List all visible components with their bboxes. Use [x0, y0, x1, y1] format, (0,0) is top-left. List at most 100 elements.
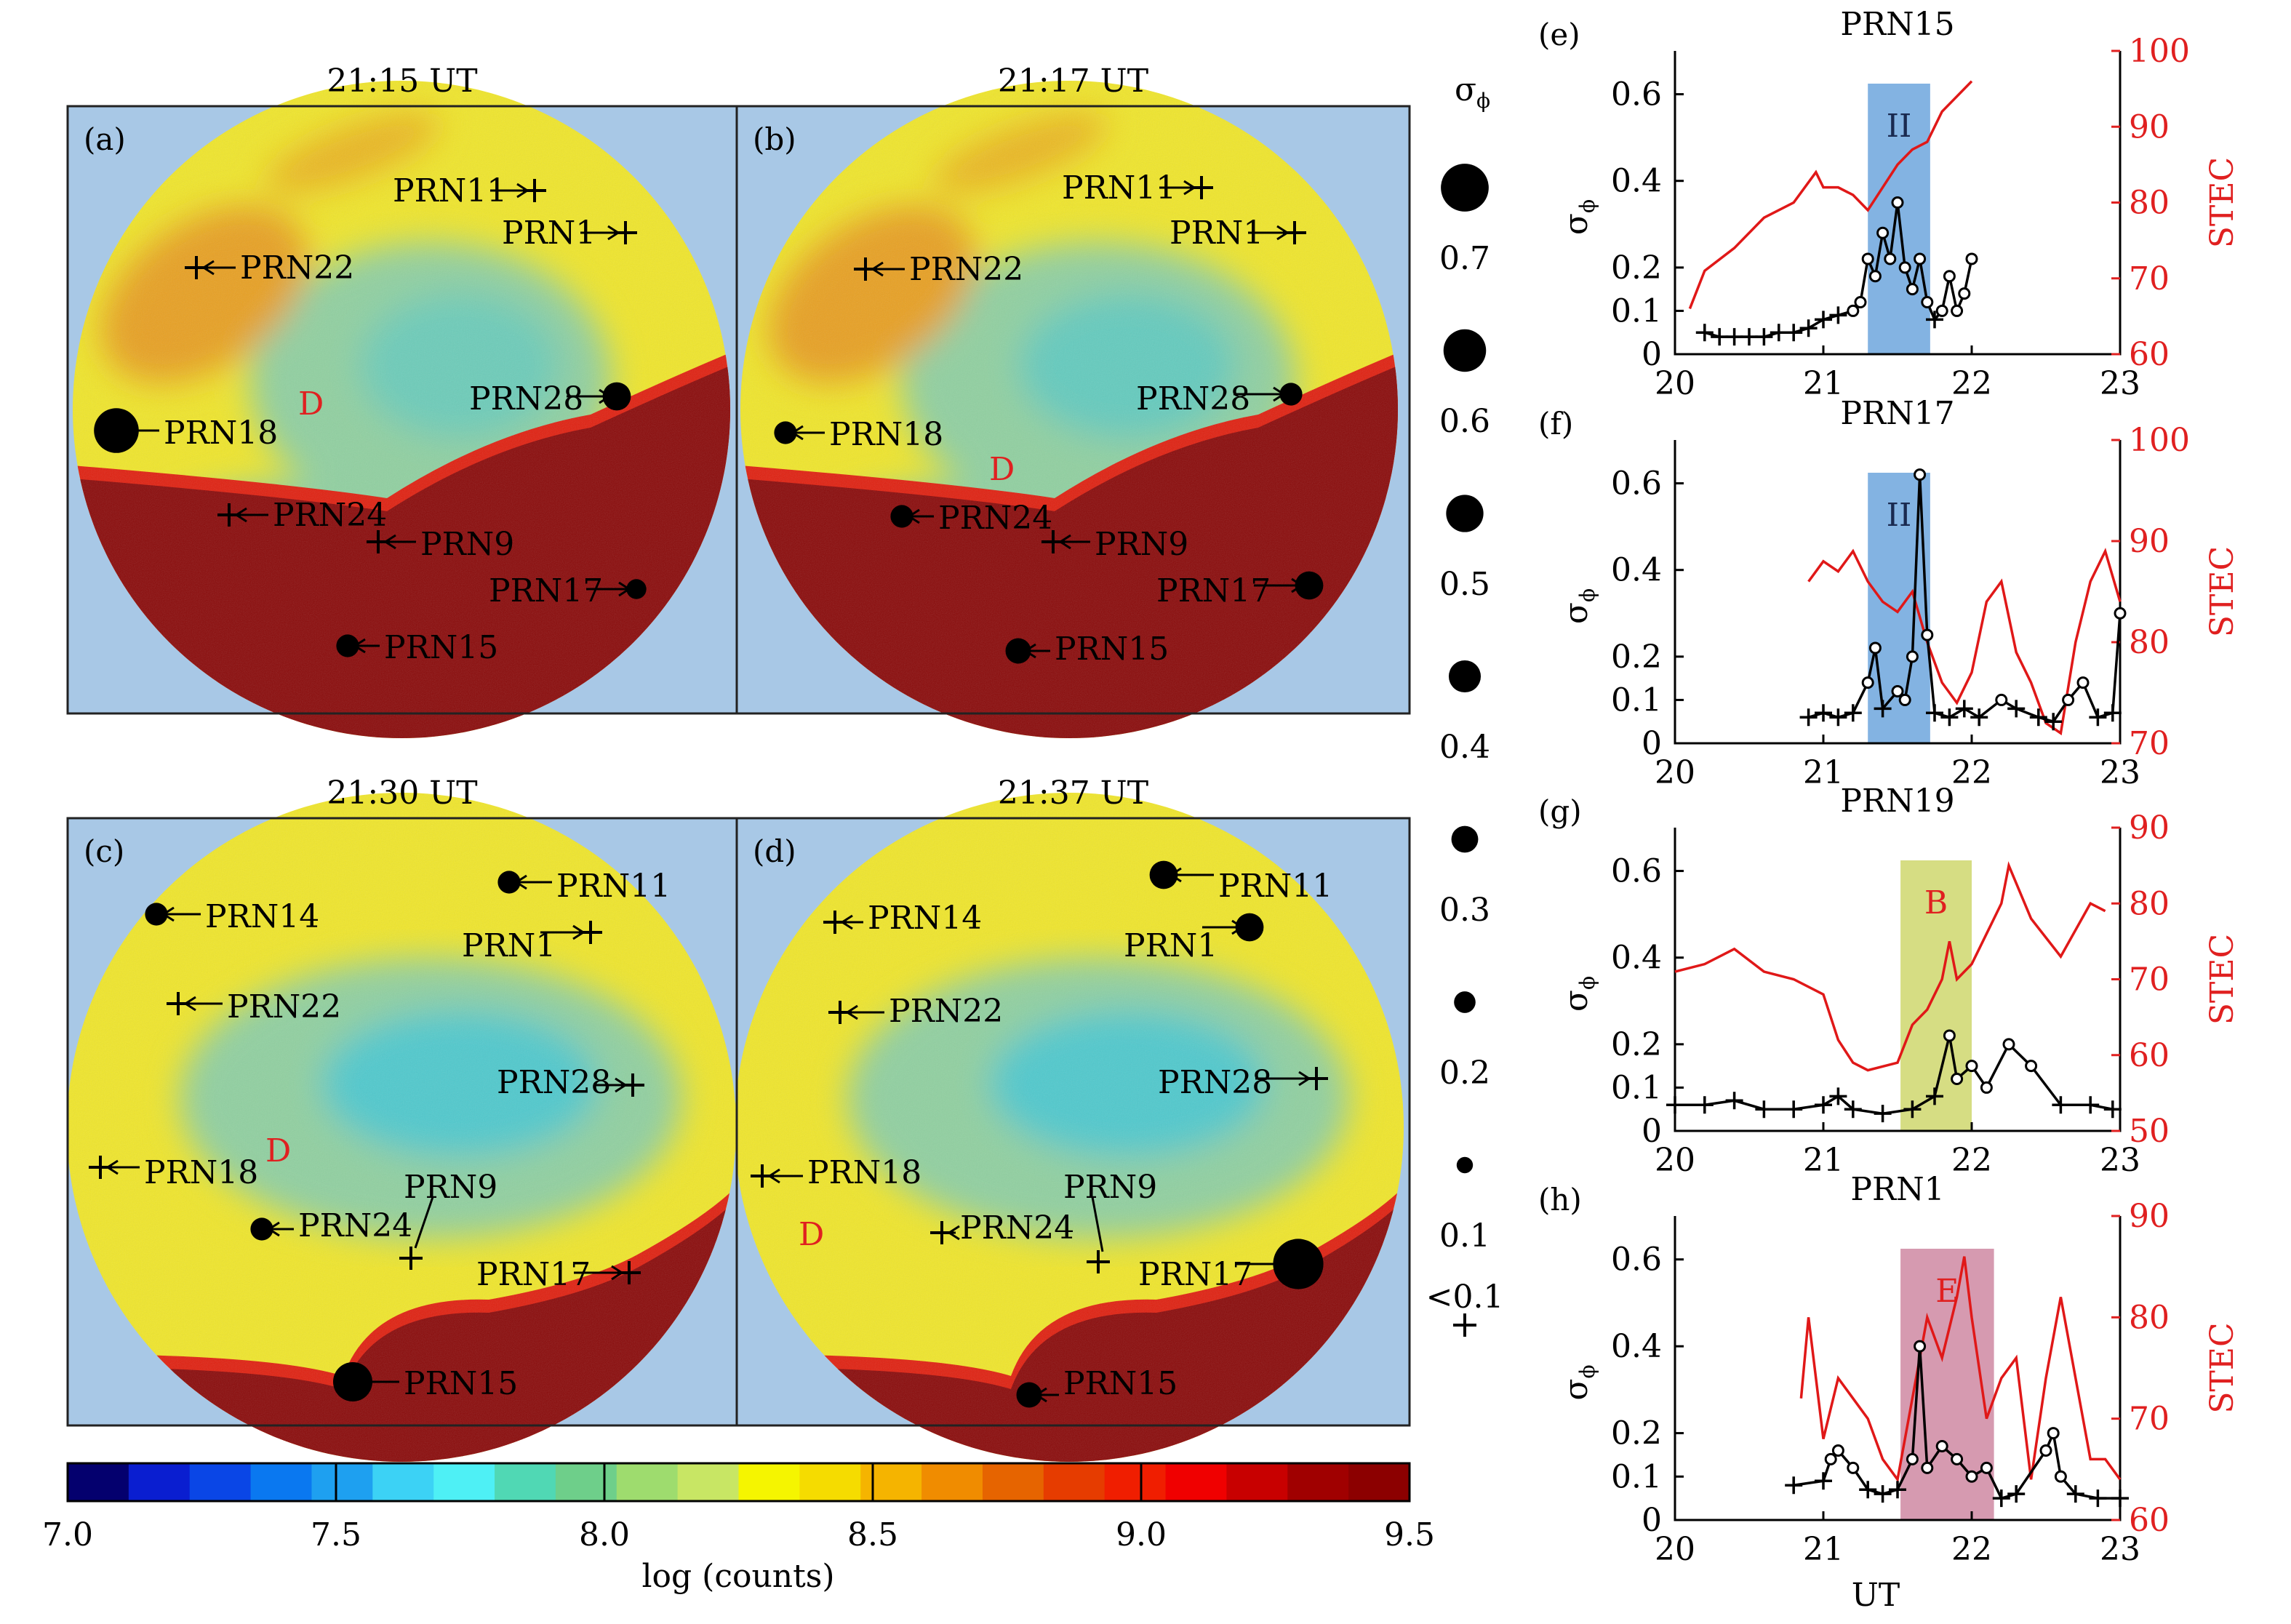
chart-title: PRN19 — [1840, 783, 1954, 820]
arrow-head — [268, 1221, 280, 1237]
arrow-head — [1276, 225, 1288, 241]
y-tick-label: 0 — [1642, 336, 1662, 373]
satellite-marker-prn22: PRN22 — [185, 249, 354, 287]
y2-axis-label: STEC — [2204, 934, 2241, 1025]
x-tick-label: 22 — [1951, 1531, 1992, 1568]
y2-tick-label: 100 — [2129, 422, 2190, 459]
sigma-point — [1876, 226, 1890, 239]
y-axis-label-sub: ϕ — [1575, 1364, 1599, 1378]
arrow-head — [236, 507, 247, 523]
satellite-label: PRN18 — [807, 1154, 921, 1191]
sigma-point — [2025, 1060, 2038, 1073]
pointer-arrow — [1091, 1196, 1104, 1252]
sigma-dot-marker — [1273, 1239, 1324, 1289]
sigma-point — [1874, 1485, 1892, 1503]
sigma-point — [2047, 1427, 2060, 1440]
satellite-marker-prn11: PRN11 — [497, 868, 671, 905]
x-tick-label: 22 — [1951, 1142, 1992, 1179]
allsky-map-d: 21:37 UT (d) D PRN11 PRN14 PRN1 PRN22 PRN28 PRN1… — [735, 775, 1411, 1462]
sigma-point — [2029, 708, 2047, 727]
axes-frame — [1674, 440, 2122, 745]
sigma-dot-marker — [1149, 860, 1178, 889]
sigma-point — [1770, 324, 1788, 342]
y-tick-label: 0.2 — [1611, 249, 1662, 287]
satellite-label: PRN18 — [829, 416, 943, 453]
arrow-head — [185, 996, 196, 1012]
satellite-marker-prn1: PRN1 — [1124, 913, 1264, 964]
satellite-marker-prn14: PRN14 — [823, 900, 982, 937]
sigma-point — [2082, 1096, 2100, 1114]
satellite-label: PRN9 — [1063, 1169, 1157, 1206]
sigma-point — [1740, 328, 1758, 346]
satellite-label: PRN17 — [1156, 572, 1271, 609]
colorbar-tick-label: 8.5 — [847, 1516, 898, 1553]
arrow-head — [1280, 1256, 1292, 1272]
satellite-label: PRN17 — [476, 1256, 591, 1293]
arrow-head — [203, 260, 215, 276]
arrow-head — [607, 225, 619, 241]
x-tick-label: 23 — [2100, 1531, 2140, 1568]
x-tick-label: 23 — [2100, 365, 2140, 402]
arrow-head — [948, 1225, 960, 1241]
y-tick-label: 0.6 — [1611, 465, 1662, 503]
sigma-point — [1884, 252, 1897, 265]
colorbar-cell — [495, 1463, 556, 1501]
y-tick-label: 0.6 — [1611, 853, 1662, 890]
sigma-point — [1980, 1081, 1993, 1094]
colorbar-cell — [1043, 1463, 1105, 1501]
satellite-marker-prn9: PRN9 — [399, 1169, 497, 1270]
x-tick-label: 23 — [2100, 754, 2140, 791]
legend-label: <0.1 — [1426, 1279, 1504, 1316]
sigma-point — [1965, 252, 1978, 265]
sigma-point — [1854, 296, 1867, 309]
colorbar-cell — [860, 1463, 923, 1501]
y-tick-label: 0.4 — [1611, 940, 1662, 977]
chart-panel-label: (g) — [1538, 793, 1582, 829]
colorbar-cell — [1226, 1463, 1289, 1501]
stec-line — [1688, 80, 1973, 310]
colorbar-frame — [66, 1462, 1411, 1503]
sigma-dot-marker — [94, 408, 139, 453]
region-label-d: D — [989, 451, 1015, 488]
satellite-marker-prn17: PRN17 — [476, 1256, 641, 1293]
colorbar-tick-label: 7.5 — [311, 1516, 361, 1553]
y-axis-label: σϕ — [1558, 1364, 1599, 1400]
sigma-point — [1958, 287, 1971, 300]
satellite-label: PRN14 — [868, 900, 982, 937]
x-tick-label: 21 — [1803, 365, 1844, 402]
map-frame — [735, 105, 1411, 715]
arrow-head — [908, 508, 920, 524]
satellite-marker-prn9: PRN9 — [1063, 1169, 1157, 1273]
arrow-head — [618, 581, 630, 597]
colorbar-cell — [799, 1463, 862, 1501]
arrow-head — [1273, 386, 1284, 402]
colorbar-tick-label: 8.0 — [579, 1516, 630, 1553]
satellite-label: PRN14 — [205, 898, 319, 935]
y-tick-label: 0.6 — [1611, 1241, 1662, 1279]
y-tick-label: 0.4 — [1611, 1328, 1662, 1365]
satellite-marker-prn15: PRN15 — [1016, 1365, 1178, 1408]
sigma-point — [2044, 713, 2063, 731]
timeseries-panel-h: E20 21 22 23UT00.10.20.40.6σϕ60708090STECPR… — [1538, 1171, 2241, 1614]
arrow-head — [769, 1168, 780, 1184]
colorbar-tick-label: 9.0 — [1116, 1516, 1167, 1553]
sigma-point — [1940, 708, 1959, 727]
stec-line — [1674, 861, 2106, 1072]
sigma-point — [1951, 304, 1964, 317]
sigma-point — [2052, 1096, 2070, 1114]
satellite-label: PRN9 — [420, 526, 514, 563]
arrow-head — [354, 638, 366, 654]
map-panel-label: (d) — [753, 833, 796, 869]
sigma-point — [1921, 628, 1934, 641]
map-panel-label: (c) — [84, 833, 124, 869]
sigma-dot-marker — [602, 382, 631, 411]
legend-dot — [1454, 991, 1476, 1013]
sigma-point — [1829, 708, 1847, 727]
colorbar-cell — [982, 1463, 1044, 1501]
sigma-point — [2039, 1444, 2052, 1457]
region-label-d: D — [799, 1216, 824, 1253]
sigma-point — [1847, 304, 1860, 317]
colorbar-cell — [250, 1463, 313, 1501]
x-tick-label: 22 — [1951, 754, 1992, 791]
sigma-dot-marker — [774, 421, 797, 444]
